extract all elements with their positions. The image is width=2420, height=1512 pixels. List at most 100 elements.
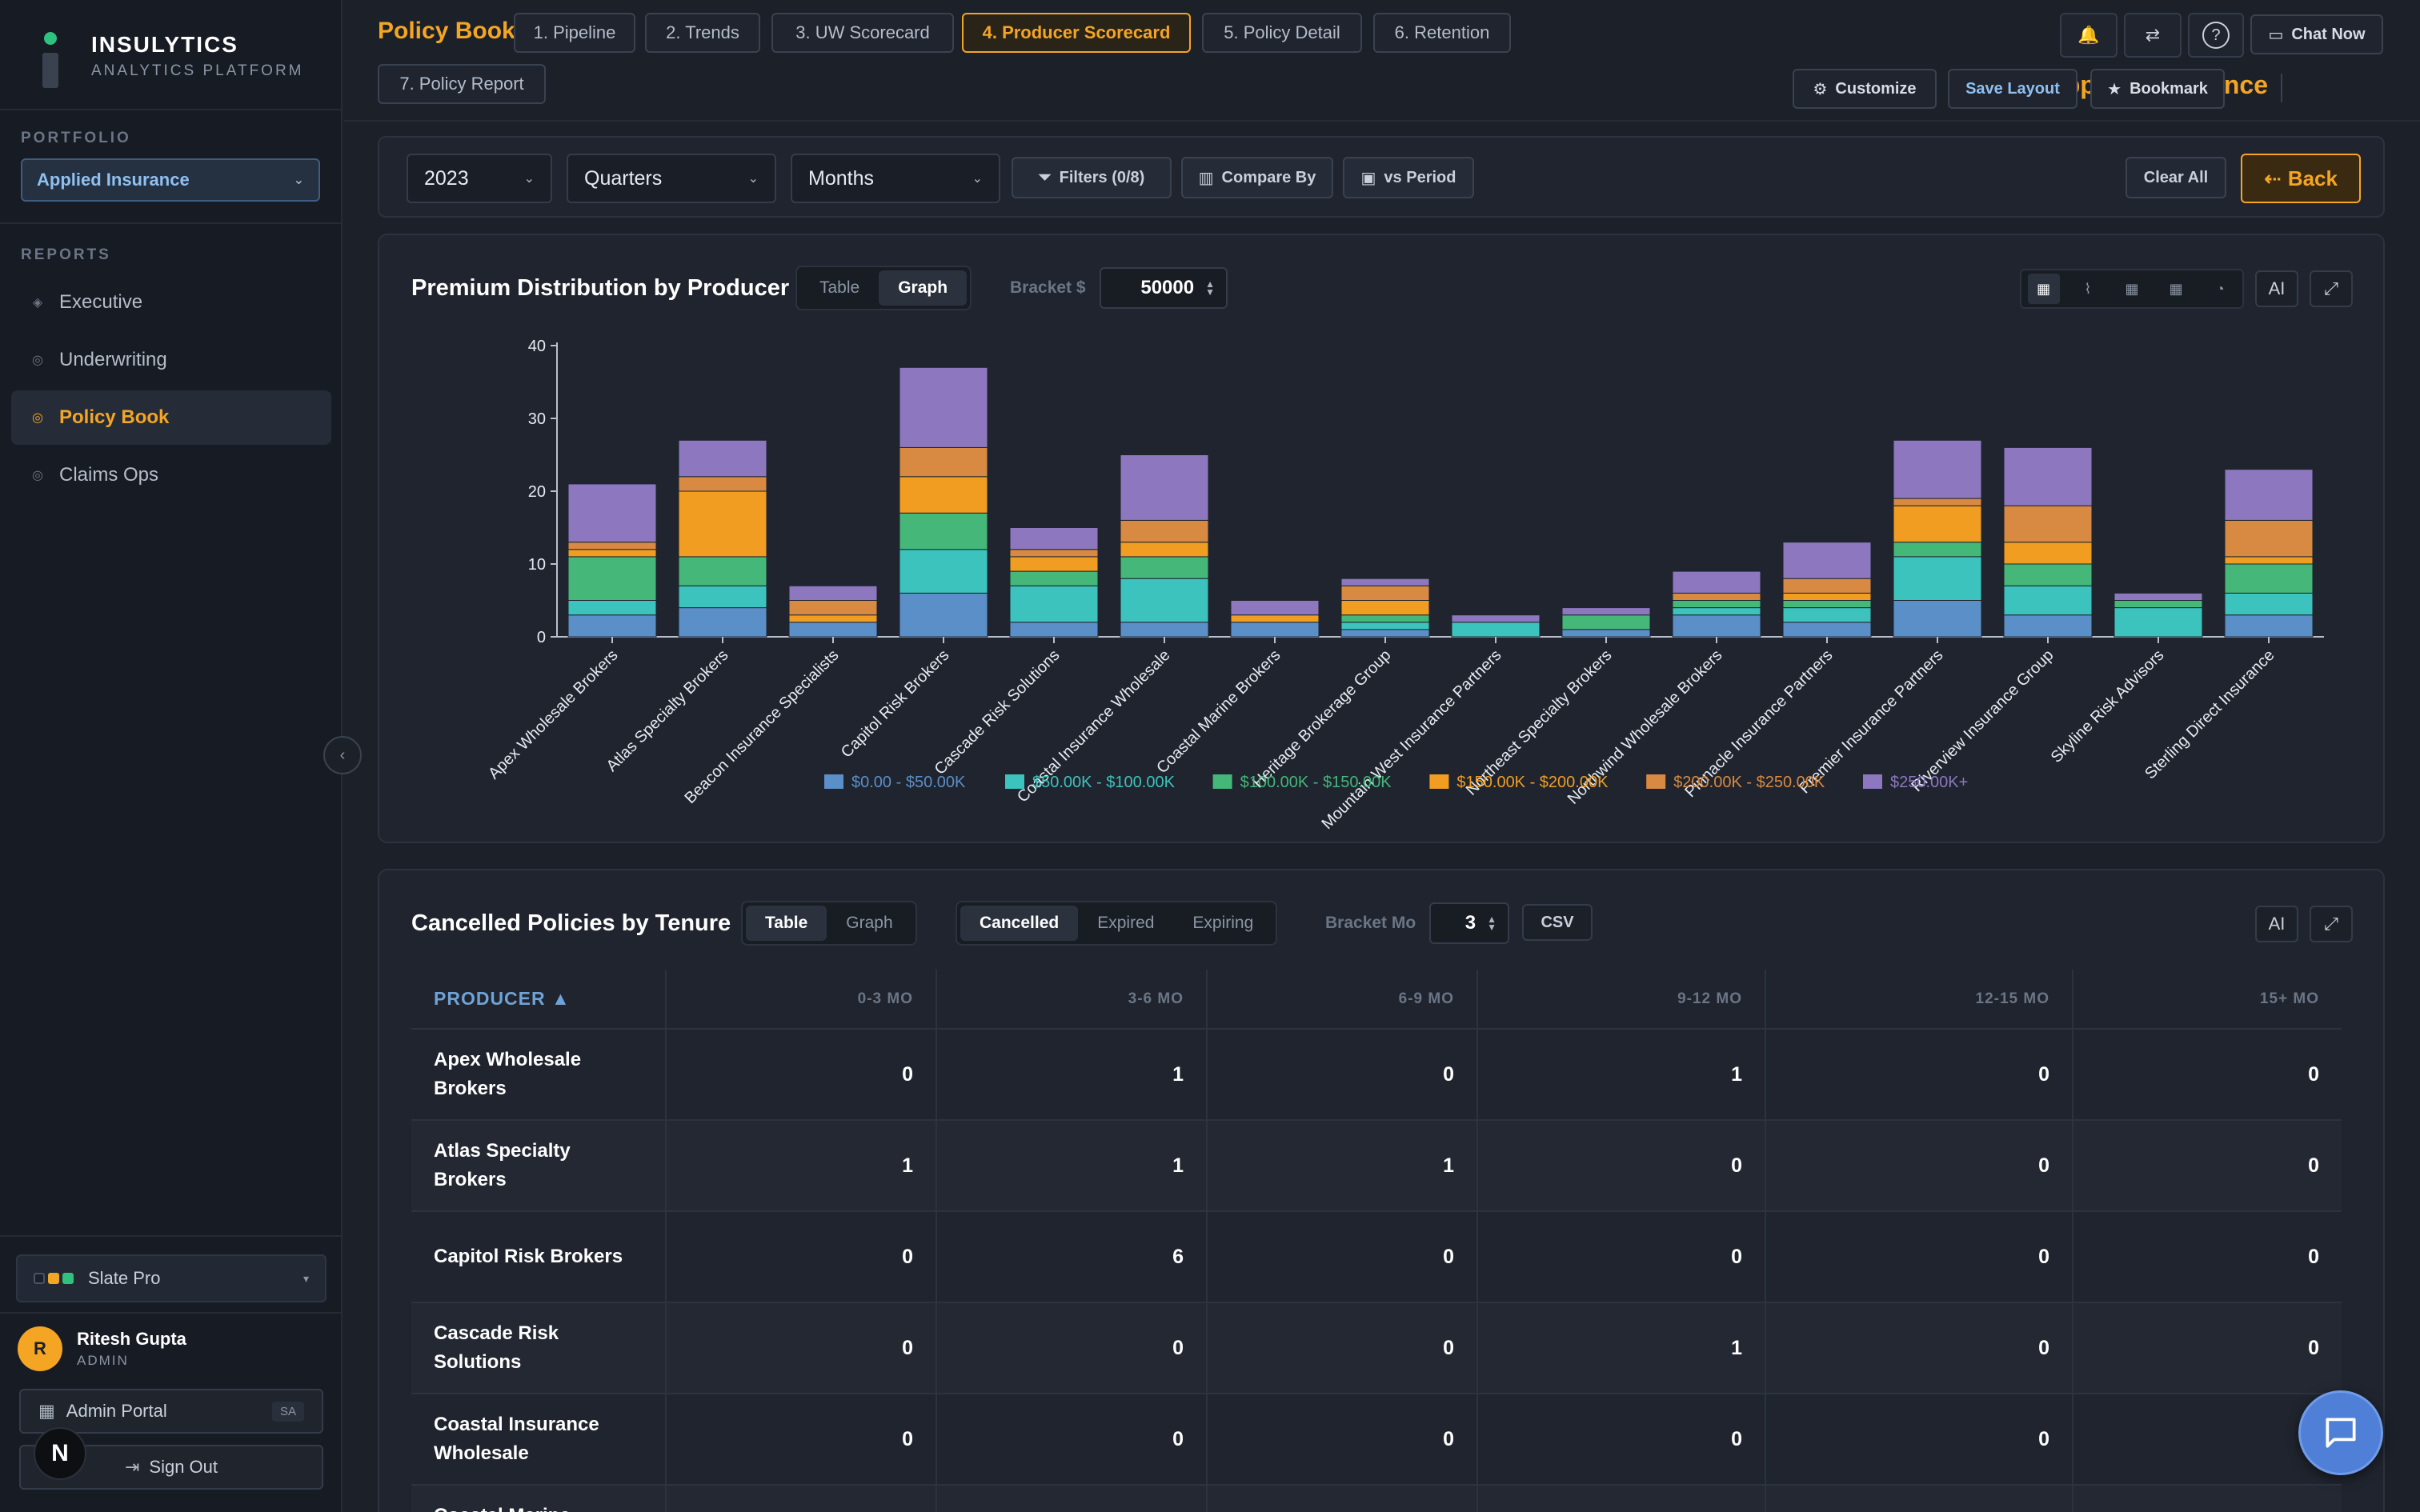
- value-cell: 0: [1765, 1485, 2073, 1512]
- compare-by-button[interactable]: ▥ Compare By: [1181, 157, 1333, 198]
- months-select[interactable]: Months ⌄: [791, 154, 1000, 203]
- csv-button[interactable]: CSV: [1522, 904, 1593, 941]
- expand-button[interactable]: ⤢: [2310, 270, 2353, 307]
- column-header[interactable]: 15+ MO: [2073, 970, 2342, 1030]
- value-cell: 0: [1765, 1120, 2073, 1212]
- bracket-stepper[interactable]: 50000 ▲ ▼: [1100, 267, 1228, 309]
- portfolio-select[interactable]: Applied Insurance ⌄: [21, 158, 320, 202]
- table-toggle[interactable]: Table: [746, 906, 827, 941]
- save-layout-button[interactable]: Save Layout: [1948, 69, 2077, 109]
- tab-policy-report[interactable]: 7. Policy Report: [378, 64, 546, 104]
- value-cell: 0: [2073, 1029, 2342, 1121]
- graph-toggle[interactable]: Graph: [879, 270, 968, 306]
- sidebar-item-policy-book[interactable]: ◎ Policy Book: [11, 390, 331, 445]
- bar-segment: [788, 600, 878, 616]
- sidebar-item-executive[interactable]: ◈ Executive: [11, 275, 331, 330]
- theme-swatches: [34, 1273, 74, 1284]
- sidebar-item-label: Underwriting: [59, 349, 167, 370]
- value-cell: 0: [1207, 1211, 1478, 1303]
- table-header-row: PRODUCER ▲ 0-3 MO 3-6 MO 6-9 MO 9-12 MO …: [411, 970, 2342, 1030]
- bracket-stepper[interactable]: 3 ▲ ▼: [1429, 902, 1509, 944]
- filters-label: Filters (0/8): [1059, 168, 1145, 186]
- tab-pipeline[interactable]: 1. Pipeline: [514, 13, 635, 53]
- x-tick-label: Atlas Specialty Brokers: [603, 646, 732, 775]
- chevron-down-icon: ⌄: [747, 172, 759, 186]
- chat-bubble-icon: [2326, 1418, 2356, 1448]
- clear-all-button[interactable]: Clear All: [2126, 157, 2226, 198]
- producer-cell: Apex Wholesale Brokers: [411, 1029, 667, 1121]
- bookmark-button[interactable]: ★ Bookmark: [2090, 69, 2225, 109]
- tab-expiring[interactable]: Expiring: [1192, 914, 1254, 932]
- column-header[interactable]: 3-6 MO: [936, 970, 1208, 1030]
- divider: [0, 1312, 343, 1314]
- portfolio-value: Applied Insurance: [37, 170, 190, 190]
- bell-icon[interactable]: 🔔: [2060, 13, 2118, 58]
- bar-segment: [1340, 629, 1430, 638]
- sidebar-item-label: Policy Book: [59, 406, 170, 428]
- vs-period-button[interactable]: ▣ vs Period: [1343, 157, 1474, 198]
- tab-producer-scorecard[interactable]: 4. Producer Scorecard: [962, 13, 1191, 53]
- help-button[interactable]: ?: [2188, 13, 2244, 58]
- bar-segment: [788, 585, 878, 601]
- value-cell: 1: [1207, 1485, 1478, 1512]
- expand-icon: ⤢: [2324, 914, 2338, 934]
- column-header-producer[interactable]: PRODUCER ▲: [411, 970, 667, 1030]
- bar-segment: [1340, 622, 1430, 630]
- pie-chart-icon[interactable]: ◔: [2215, 280, 2225, 297]
- ai-button[interactable]: AI: [2255, 270, 2298, 307]
- line-chart-icon[interactable]: ⌇: [2084, 280, 2092, 297]
- filter-icon: ⏷: [1038, 168, 1052, 186]
- expand-button[interactable]: ⤢: [2310, 906, 2353, 942]
- value-cell: 1: [1477, 1302, 1766, 1394]
- back-button[interactable]: ⇠ Back: [2241, 154, 2361, 203]
- customize-button[interactable]: ⚙ Customize: [1793, 69, 1937, 109]
- bar-segment: [2224, 614, 2314, 638]
- tab-retention[interactable]: 6. Retention: [1373, 13, 1511, 53]
- tab-uw-scorecard[interactable]: 3. UW Scorecard: [771, 13, 954, 53]
- column-header[interactable]: 12-15 MO: [1765, 970, 2073, 1030]
- filters-button[interactable]: ⏷ Filters (0/8): [1012, 157, 1172, 198]
- divider: [0, 222, 343, 224]
- bar-segment: [1451, 614, 1541, 623]
- tab-trends[interactable]: 2. Trends: [645, 13, 760, 53]
- chevron-left-icon: ‹: [339, 746, 346, 764]
- bar-segment: [1782, 592, 1872, 601]
- grid-icon: ▦: [38, 1401, 55, 1421]
- theme-select[interactable]: Slate Pro ▾: [16, 1254, 327, 1302]
- chat-fab-button[interactable]: [2298, 1390, 2383, 1475]
- table-toggle[interactable]: Table: [819, 278, 860, 297]
- legend-swatch: [824, 774, 843, 789]
- quarters-select[interactable]: Quarters ⌄: [567, 154, 776, 203]
- collapse-sidebar-button[interactable]: ‹: [323, 736, 362, 774]
- ai-button[interactable]: AI: [2255, 906, 2298, 942]
- tab-policy-detail[interactable]: 5. Policy Detail: [1202, 13, 1362, 53]
- avatar: R: [18, 1326, 62, 1371]
- bar-segment: [1120, 519, 1209, 543]
- bar-chart-icon[interactable]: ▦: [2027, 274, 2060, 304]
- top-header: Policy Book 1. Pipeline 2. Trends 3. UW …: [344, 0, 2420, 122]
- sidebar-item-claims-ops[interactable]: ◎ Claims Ops: [11, 448, 331, 502]
- bar-segment: [2003, 505, 2093, 543]
- bar-segment: [1230, 614, 1320, 623]
- sidebar-item-underwriting[interactable]: ◎ Underwriting: [11, 333, 331, 387]
- column-header[interactable]: 6-9 MO: [1207, 970, 1478, 1030]
- area-chart-icon[interactable]: ▦: [2169, 280, 2183, 297]
- bar-segment: [1451, 622, 1541, 638]
- swap-icon[interactable]: ⇄: [2124, 13, 2182, 58]
- year-select[interactable]: 2023 ⌄: [407, 154, 552, 203]
- bar-segment: [2224, 469, 2314, 521]
- bar-segment: [899, 549, 988, 594]
- tab-expired[interactable]: Expired: [1097, 914, 1155, 932]
- tab-cancelled[interactable]: Cancelled: [960, 906, 1079, 941]
- chat-now-button[interactable]: ▭ Chat Now: [2250, 14, 2383, 54]
- chat-icon: ▭: [2268, 26, 2284, 44]
- legend-label: $0.00 - $50.00K: [851, 774, 966, 791]
- column-header[interactable]: 0-3 MO: [666, 970, 937, 1030]
- column-header[interactable]: 9-12 MO: [1477, 970, 1766, 1030]
- bar-segment: [1009, 570, 1099, 586]
- stacked-chart-icon[interactable]: ▦: [2125, 280, 2139, 297]
- admin-portal-button[interactable]: ▦ Admin Portal SA: [19, 1389, 323, 1434]
- n-badge[interactable]: N: [34, 1427, 86, 1480]
- graph-toggle[interactable]: Graph: [846, 914, 893, 932]
- chevron-down-icon: ⌄: [293, 174, 304, 187]
